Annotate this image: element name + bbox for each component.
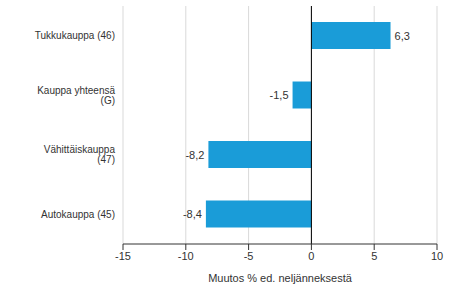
svg-text:Autokauppa (45): Autokauppa (45) — [41, 209, 115, 220]
svg-text:6,3: 6,3 — [395, 30, 410, 42]
svg-text:-8,4: -8,4 — [183, 208, 202, 220]
svg-text:-8,2: -8,2 — [185, 149, 204, 161]
svg-text:5: 5 — [371, 250, 377, 262]
svg-text:-1,5: -1,5 — [270, 89, 289, 101]
svg-text:Kauppa yhteensä(G): Kauppa yhteensä(G) — [37, 85, 115, 106]
svg-text:Muutos % ed. neljänneksestä: Muutos % ed. neljänneksestä — [208, 272, 353, 284]
svg-text:10: 10 — [431, 250, 443, 262]
svg-text:0: 0 — [308, 250, 314, 262]
svg-text:-15: -15 — [115, 250, 131, 262]
svg-text:Tukkukauppa (46): Tukkukauppa (46) — [35, 30, 115, 41]
svg-text:Vähittäiskauppa(47): Vähittäiskauppa(47) — [44, 144, 116, 165]
svg-text:-5: -5 — [244, 250, 254, 262]
svg-text:-10: -10 — [178, 250, 194, 262]
